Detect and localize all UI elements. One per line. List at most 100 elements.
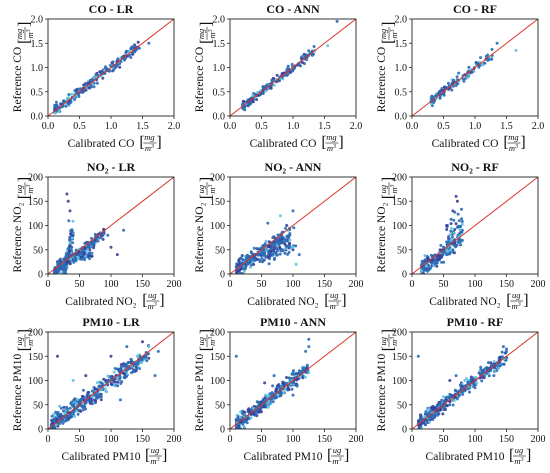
- data-point: [452, 399, 456, 403]
- unit-numerator: mg: [508, 132, 518, 142]
- unit-denominator: m3: [389, 337, 399, 346]
- data-point: [479, 56, 482, 60]
- data-point: [244, 417, 248, 421]
- data-point: [145, 359, 149, 363]
- data-point: [88, 254, 91, 258]
- data-point: [467, 73, 471, 77]
- data-point: [104, 378, 108, 382]
- unit-numerator: ug: [196, 337, 206, 346]
- data-point: [501, 355, 504, 359]
- data-point: [288, 232, 292, 235]
- y-tick-label: 1.0: [395, 63, 408, 74]
- y-tick-label: 0: [220, 425, 225, 436]
- data-point: [97, 384, 101, 388]
- data-point: [127, 367, 131, 371]
- unit-denominator: m3: [389, 185, 399, 194]
- data-point: [249, 416, 253, 420]
- x-tick-label: 0: [46, 279, 51, 290]
- reference-line: [229, 331, 357, 430]
- data-point: [498, 364, 502, 368]
- data-point: [285, 376, 288, 379]
- data-point: [291, 68, 295, 72]
- data-point: [235, 271, 238, 274]
- data-point: [286, 72, 290, 76]
- data-point: [454, 222, 458, 226]
- data-point: [115, 376, 119, 380]
- data-point: [305, 363, 309, 367]
- data-point: [67, 247, 70, 251]
- data-point: [486, 58, 490, 62]
- data-point: [442, 85, 446, 89]
- data-point: [457, 71, 461, 75]
- unit-denominator: m3: [25, 29, 35, 38]
- x-tick-label: 50: [439, 279, 449, 290]
- data-point: [81, 388, 85, 392]
- x-axis-label: Calibrated NO₂: [65, 296, 136, 308]
- data-point: [91, 239, 95, 243]
- y-tick-label: 50: [397, 245, 407, 256]
- data-point: [288, 245, 291, 249]
- x-tick-label: 100: [286, 279, 301, 290]
- y-tick-label: 1.5: [395, 39, 408, 50]
- data-point: [427, 407, 431, 411]
- data-point: [82, 251, 86, 255]
- data-point: [83, 258, 87, 262]
- y-tick-label: 200: [392, 173, 407, 184]
- y-tick-label: 200: [392, 328, 407, 339]
- data-point: [58, 422, 62, 425]
- subplot-title: PM10 - ANN: [260, 315, 326, 329]
- data-point: [137, 46, 141, 50]
- x-tick-label: 1.0: [469, 121, 482, 132]
- subplot-7: PM10 - ANN 0 50 100 150 200 0 50 100 150 200 Calibr…: [194, 315, 364, 466]
- data-point: [103, 387, 107, 391]
- data-point: [118, 65, 122, 69]
- data-point: [90, 236, 93, 240]
- data-point: [276, 393, 280, 397]
- data-point: [106, 374, 110, 378]
- data-point: [65, 192, 69, 196]
- data-point: [460, 217, 464, 221]
- x-tick-label: 100: [104, 279, 119, 290]
- data-point: [109, 376, 113, 380]
- data-point: [140, 361, 144, 364]
- bracket-right: ]: [338, 134, 343, 151]
- data-point: [83, 241, 87, 245]
- data-point: [67, 102, 71, 106]
- data-point: [153, 374, 157, 378]
- data-point: [52, 419, 56, 423]
- data-point: [135, 354, 139, 358]
- data-point: [304, 349, 308, 353]
- data-point: [282, 391, 286, 395]
- data-point: [445, 228, 449, 231]
- data-point: [271, 400, 275, 404]
- bracket-right: ]: [198, 22, 215, 27]
- data-point: [477, 65, 481, 69]
- unit-denominator: m3: [514, 456, 523, 466]
- data-point: [431, 404, 435, 408]
- reference-line: [47, 331, 175, 430]
- data-point: [147, 345, 151, 349]
- data-point: [487, 374, 491, 378]
- y-tick-label: 0.5: [213, 87, 226, 98]
- data-point: [271, 384, 275, 388]
- data-point: [249, 250, 253, 254]
- data-point: [68, 414, 72, 418]
- data-point: [56, 269, 60, 273]
- data-point: [84, 81, 88, 85]
- data-point: [438, 96, 442, 100]
- data-point: [300, 57, 304, 61]
- data-point: [93, 387, 97, 391]
- data-point: [479, 365, 483, 369]
- x-tick-label: 1.0: [105, 121, 118, 132]
- data-point: [59, 102, 63, 106]
- unit-denominator: m3: [25, 185, 35, 194]
- data-point: [80, 248, 84, 252]
- data-point: [79, 399, 82, 403]
- data-point: [87, 390, 91, 394]
- data-point: [134, 369, 138, 373]
- data-point: [489, 361, 493, 365]
- data-point: [115, 253, 119, 257]
- data-point: [268, 244, 272, 248]
- unit-numerator: mg: [14, 29, 24, 39]
